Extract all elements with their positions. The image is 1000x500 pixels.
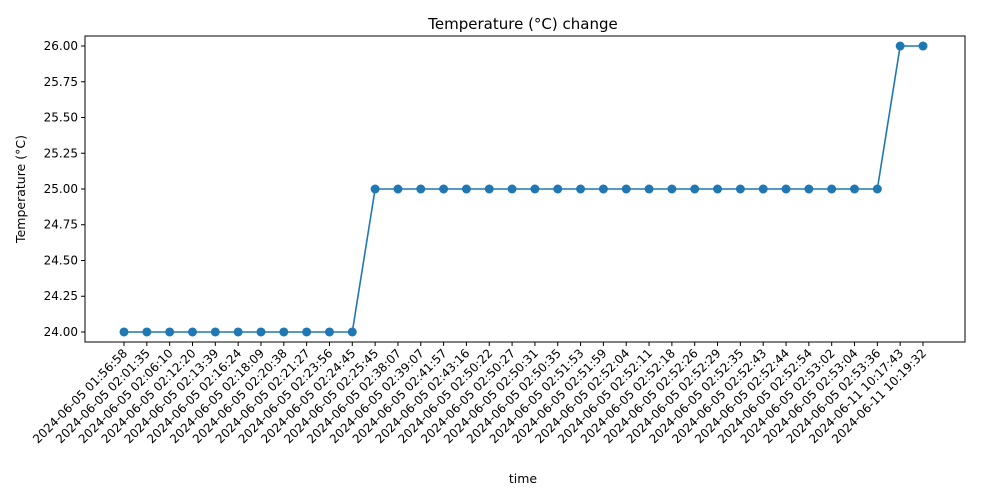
data-point: [621, 184, 631, 194]
data-point: [142, 327, 152, 337]
data-point: [461, 184, 471, 194]
data-point: [484, 184, 494, 194]
data-point: [165, 327, 175, 337]
series-line: [124, 45, 923, 333]
y-tick-label: 25.50: [44, 111, 78, 125]
data-point: [804, 184, 814, 194]
y-tick-label: 24.50: [44, 253, 78, 267]
plot-frame: [84, 35, 966, 343]
data-point: [210, 327, 220, 337]
data-point: [918, 41, 928, 51]
data-point: [187, 327, 197, 337]
data-point: [233, 327, 243, 337]
y-tick-label: 25.00: [44, 182, 78, 196]
x-axis-label: time: [509, 471, 538, 486]
data-point: [439, 184, 449, 194]
data-point: [256, 327, 266, 337]
data-point: [370, 184, 380, 194]
y-tick-label: 24.25: [44, 289, 78, 303]
temperature-series: [119, 41, 928, 337]
data-point: [530, 184, 540, 194]
data-point: [735, 184, 745, 194]
data-point: [279, 327, 289, 337]
data-point: [347, 327, 357, 337]
data-point: [850, 184, 860, 194]
data-point: [690, 184, 700, 194]
data-point: [553, 184, 563, 194]
data-point: [781, 184, 791, 194]
data-point: [416, 184, 426, 194]
y-tick-label: 24.75: [44, 218, 78, 232]
y-tick-label: 26.00: [44, 39, 78, 53]
data-point: [598, 184, 608, 194]
data-point: [827, 184, 837, 194]
data-point: [576, 184, 586, 194]
y-tick-label: 24.00: [44, 325, 78, 339]
y-tick-label: 25.25: [44, 146, 78, 160]
data-point: [119, 327, 129, 337]
chart-title: Temperature (°C) change: [427, 15, 617, 33]
data-point: [507, 184, 517, 194]
data-point: [713, 184, 723, 194]
data-point: [872, 184, 882, 194]
data-point: [758, 184, 768, 194]
data-point: [644, 184, 654, 194]
y-axis-ticks: 24.00 24.25 24.50 24.75 25.00 25.25 25.50 25.75…: [44, 39, 85, 339]
data-point: [393, 184, 403, 194]
data-point: [302, 327, 312, 337]
data-point: [667, 184, 677, 194]
y-axis-label: Temperature (°C): [13, 135, 28, 244]
data-point: [324, 327, 334, 337]
y-tick-label: 25.75: [44, 75, 78, 89]
data-point: [895, 41, 905, 51]
